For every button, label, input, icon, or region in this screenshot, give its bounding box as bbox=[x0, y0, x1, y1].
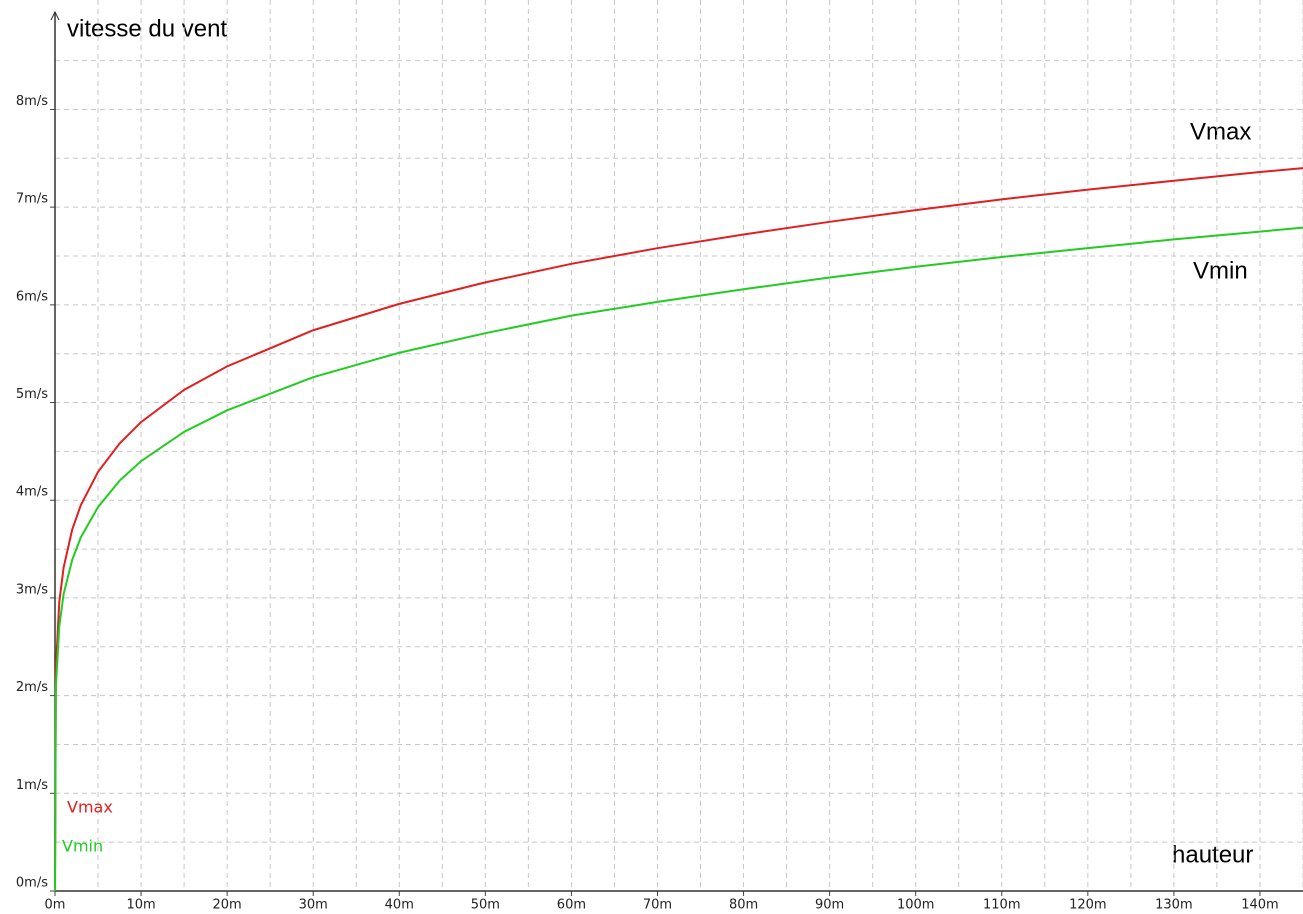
x-tick-label: 130m bbox=[1155, 898, 1192, 913]
series-line bbox=[54, 167, 1303, 892]
x-tick-label: 80m bbox=[729, 898, 758, 913]
x-tick-label: 30m bbox=[299, 898, 328, 913]
x-tick-label: 0m bbox=[45, 898, 66, 913]
annotation: Vmax bbox=[1190, 118, 1251, 145]
x-tick-label: 140m bbox=[1241, 898, 1278, 913]
x-tick-label: 100m bbox=[897, 898, 934, 913]
x-tick-label: 90m bbox=[815, 898, 844, 913]
y-tick-label: 4m/s bbox=[16, 485, 48, 500]
y-axis-label: vitesse du vent bbox=[67, 15, 227, 42]
series-line bbox=[54, 226, 1303, 892]
y-tick-label: 0m/s bbox=[16, 876, 48, 891]
x-axis-label: hauteur bbox=[1172, 841, 1253, 868]
x-tick-label: 50m bbox=[471, 898, 500, 913]
x-tick-label: 10m bbox=[126, 898, 155, 913]
y-tick-label: 6m/s bbox=[16, 289, 48, 304]
y-tick-label: 5m/s bbox=[16, 387, 48, 402]
y-tick-label: 3m/s bbox=[16, 582, 48, 597]
y-tick-label: 1m/s bbox=[16, 778, 48, 793]
x-tick-label: 60m bbox=[557, 898, 586, 913]
x-tick-label: 110m bbox=[983, 898, 1020, 913]
annotation: Vmin bbox=[1193, 257, 1248, 284]
x-tick-label: 70m bbox=[643, 898, 672, 913]
x-tick-label: 20m bbox=[213, 898, 242, 913]
y-tick-label: 2m/s bbox=[16, 680, 48, 695]
x-tick-label: 120m bbox=[1069, 898, 1106, 913]
y-axis-arrow bbox=[50, 10, 60, 21]
legend-label: Vmax bbox=[67, 798, 113, 817]
legend-label: Vmin bbox=[62, 837, 103, 856]
y-tick-label: 8m/s bbox=[16, 94, 48, 109]
x-tick-label: 40m bbox=[385, 898, 414, 913]
y-tick-label: 7m/s bbox=[16, 192, 48, 207]
